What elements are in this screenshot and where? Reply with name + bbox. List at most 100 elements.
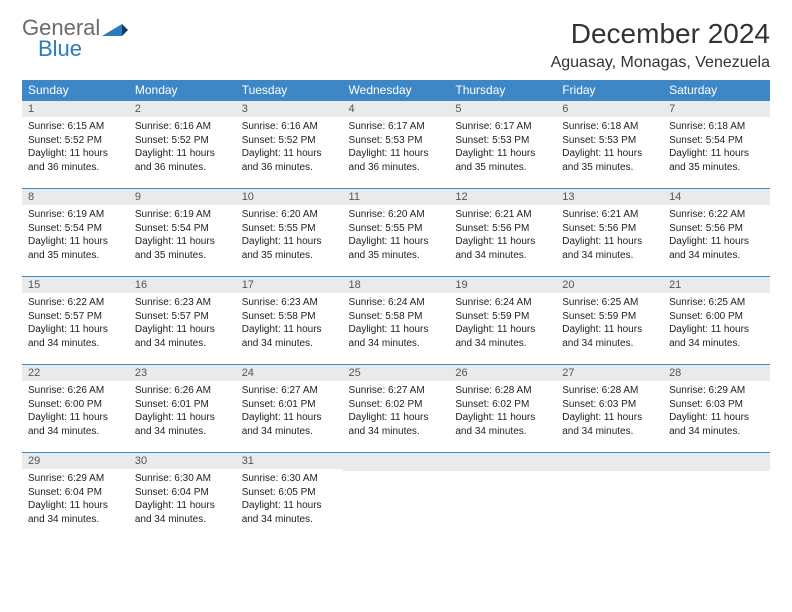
weekday-header: Thursday (449, 80, 556, 101)
day-details: Sunrise: 6:23 AMSunset: 5:57 PMDaylight:… (129, 293, 236, 356)
weekday-header: Saturday (663, 80, 770, 101)
day-number: 21 (663, 277, 770, 293)
calendar-cell: 17Sunrise: 6:23 AMSunset: 5:58 PMDayligh… (236, 277, 343, 365)
logo: General Blue (22, 18, 128, 60)
calendar-cell: 1Sunrise: 6:15 AMSunset: 5:52 PMDaylight… (22, 101, 129, 189)
day-number: 16 (129, 277, 236, 293)
calendar-week-row: 8Sunrise: 6:19 AMSunset: 5:54 PMDaylight… (22, 189, 770, 277)
day-details: Sunrise: 6:19 AMSunset: 5:54 PMDaylight:… (129, 205, 236, 268)
calendar-cell: 10Sunrise: 6:20 AMSunset: 5:55 PMDayligh… (236, 189, 343, 277)
day-details: Sunrise: 6:16 AMSunset: 5:52 PMDaylight:… (236, 117, 343, 180)
day-details: Sunrise: 6:15 AMSunset: 5:52 PMDaylight:… (22, 117, 129, 180)
calendar-cell: 12Sunrise: 6:21 AMSunset: 5:56 PMDayligh… (449, 189, 556, 277)
calendar-cell: 18Sunrise: 6:24 AMSunset: 5:58 PMDayligh… (343, 277, 450, 365)
day-number: 1 (22, 101, 129, 117)
weekday-header-row: SundayMondayTuesdayWednesdayThursdayFrid… (22, 80, 770, 101)
calendar-cell: 4Sunrise: 6:17 AMSunset: 5:53 PMDaylight… (343, 101, 450, 189)
logo-text: General Blue (22, 18, 100, 60)
day-details: Sunrise: 6:21 AMSunset: 5:56 PMDaylight:… (449, 205, 556, 268)
calendar-cell: 31Sunrise: 6:30 AMSunset: 6:05 PMDayligh… (236, 453, 343, 541)
calendar-cell: 8Sunrise: 6:19 AMSunset: 5:54 PMDaylight… (22, 189, 129, 277)
day-number: 27 (556, 365, 663, 381)
day-details: Sunrise: 6:30 AMSunset: 6:04 PMDaylight:… (129, 469, 236, 532)
header: General Blue December 2024 Aguasay, Mona… (22, 18, 770, 72)
day-number: 10 (236, 189, 343, 205)
logo-mark-icon (102, 20, 128, 42)
day-number: 11 (343, 189, 450, 205)
day-number: 30 (129, 453, 236, 469)
calendar-cell: 22Sunrise: 6:26 AMSunset: 6:00 PMDayligh… (22, 365, 129, 453)
day-details: Sunrise: 6:28 AMSunset: 6:02 PMDaylight:… (449, 381, 556, 444)
calendar-cell (449, 453, 556, 541)
location: Aguasay, Monagas, Venezuela (551, 54, 770, 72)
day-number: 12 (449, 189, 556, 205)
day-number: 18 (343, 277, 450, 293)
day-details: Sunrise: 6:28 AMSunset: 6:03 PMDaylight:… (556, 381, 663, 444)
day-number: 24 (236, 365, 343, 381)
empty-day (449, 453, 556, 471)
weekday-header: Friday (556, 80, 663, 101)
day-number: 14 (663, 189, 770, 205)
day-details: Sunrise: 6:27 AMSunset: 6:02 PMDaylight:… (343, 381, 450, 444)
day-number: 4 (343, 101, 450, 117)
calendar-cell: 28Sunrise: 6:29 AMSunset: 6:03 PMDayligh… (663, 365, 770, 453)
day-number: 2 (129, 101, 236, 117)
day-details: Sunrise: 6:20 AMSunset: 5:55 PMDaylight:… (343, 205, 450, 268)
calendar-cell: 2Sunrise: 6:16 AMSunset: 5:52 PMDaylight… (129, 101, 236, 189)
day-number: 25 (343, 365, 450, 381)
day-details: Sunrise: 6:29 AMSunset: 6:04 PMDaylight:… (22, 469, 129, 532)
day-details: Sunrise: 6:16 AMSunset: 5:52 PMDaylight:… (129, 117, 236, 180)
month-title: December 2024 (551, 18, 770, 50)
day-number: 19 (449, 277, 556, 293)
day-number: 13 (556, 189, 663, 205)
day-number: 23 (129, 365, 236, 381)
calendar-week-row: 15Sunrise: 6:22 AMSunset: 5:57 PMDayligh… (22, 277, 770, 365)
calendar-cell: 15Sunrise: 6:22 AMSunset: 5:57 PMDayligh… (22, 277, 129, 365)
day-details: Sunrise: 6:26 AMSunset: 6:00 PMDaylight:… (22, 381, 129, 444)
calendar-table: SundayMondayTuesdayWednesdayThursdayFrid… (22, 80, 770, 541)
calendar-cell (343, 453, 450, 541)
day-details: Sunrise: 6:17 AMSunset: 5:53 PMDaylight:… (449, 117, 556, 180)
day-number: 31 (236, 453, 343, 469)
day-details: Sunrise: 6:26 AMSunset: 6:01 PMDaylight:… (129, 381, 236, 444)
calendar-cell: 26Sunrise: 6:28 AMSunset: 6:02 PMDayligh… (449, 365, 556, 453)
calendar-cell: 21Sunrise: 6:25 AMSunset: 6:00 PMDayligh… (663, 277, 770, 365)
day-number: 20 (556, 277, 663, 293)
day-details: Sunrise: 6:27 AMSunset: 6:01 PMDaylight:… (236, 381, 343, 444)
calendar-cell: 13Sunrise: 6:21 AMSunset: 5:56 PMDayligh… (556, 189, 663, 277)
calendar-cell: 5Sunrise: 6:17 AMSunset: 5:53 PMDaylight… (449, 101, 556, 189)
calendar-cell: 9Sunrise: 6:19 AMSunset: 5:54 PMDaylight… (129, 189, 236, 277)
day-number: 3 (236, 101, 343, 117)
weekday-header: Sunday (22, 80, 129, 101)
day-details: Sunrise: 6:25 AMSunset: 6:00 PMDaylight:… (663, 293, 770, 356)
day-number: 5 (449, 101, 556, 117)
calendar-cell: 11Sunrise: 6:20 AMSunset: 5:55 PMDayligh… (343, 189, 450, 277)
weekday-header: Wednesday (343, 80, 450, 101)
weekday-header: Monday (129, 80, 236, 101)
day-details: Sunrise: 6:22 AMSunset: 5:57 PMDaylight:… (22, 293, 129, 356)
calendar-cell: 3Sunrise: 6:16 AMSunset: 5:52 PMDaylight… (236, 101, 343, 189)
calendar-cell: 27Sunrise: 6:28 AMSunset: 6:03 PMDayligh… (556, 365, 663, 453)
day-number: 8 (22, 189, 129, 205)
day-details: Sunrise: 6:18 AMSunset: 5:54 PMDaylight:… (663, 117, 770, 180)
calendar-week-row: 29Sunrise: 6:29 AMSunset: 6:04 PMDayligh… (22, 453, 770, 541)
day-number: 15 (22, 277, 129, 293)
day-details: Sunrise: 6:19 AMSunset: 5:54 PMDaylight:… (22, 205, 129, 268)
day-details: Sunrise: 6:22 AMSunset: 5:56 PMDaylight:… (663, 205, 770, 268)
calendar-cell (556, 453, 663, 541)
day-number: 28 (663, 365, 770, 381)
day-details: Sunrise: 6:18 AMSunset: 5:53 PMDaylight:… (556, 117, 663, 180)
day-details: Sunrise: 6:30 AMSunset: 6:05 PMDaylight:… (236, 469, 343, 532)
day-number: 6 (556, 101, 663, 117)
day-number: 9 (129, 189, 236, 205)
day-details: Sunrise: 6:24 AMSunset: 5:58 PMDaylight:… (343, 293, 450, 356)
weekday-header: Tuesday (236, 80, 343, 101)
day-number: 17 (236, 277, 343, 293)
calendar-cell: 25Sunrise: 6:27 AMSunset: 6:02 PMDayligh… (343, 365, 450, 453)
calendar-cell: 7Sunrise: 6:18 AMSunset: 5:54 PMDaylight… (663, 101, 770, 189)
day-number: 29 (22, 453, 129, 469)
logo-line2: Blue (38, 39, 100, 60)
calendar-cell: 30Sunrise: 6:30 AMSunset: 6:04 PMDayligh… (129, 453, 236, 541)
day-details: Sunrise: 6:25 AMSunset: 5:59 PMDaylight:… (556, 293, 663, 356)
calendar-cell: 20Sunrise: 6:25 AMSunset: 5:59 PMDayligh… (556, 277, 663, 365)
